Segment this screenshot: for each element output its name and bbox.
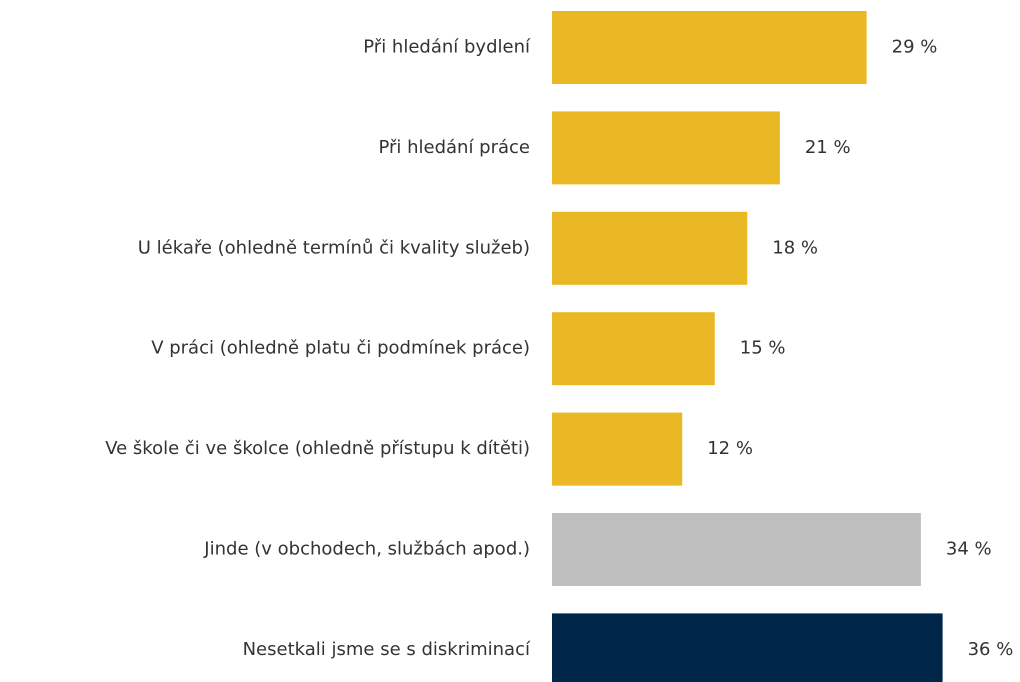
value-label: 12 %	[707, 438, 753, 459]
category-label: Jinde (v obchodech, službách apod.)	[203, 539, 530, 560]
category-label: Při hledání bydlení	[363, 37, 531, 58]
category-label: Nesetkali jsme se s diskriminací	[243, 639, 531, 660]
value-label: 21 %	[805, 137, 851, 158]
value-label: 15 %	[740, 338, 786, 359]
category-label: V práci (ohledně platu či podmínek práce…	[151, 338, 530, 359]
bar	[552, 412, 683, 486]
bar	[552, 312, 715, 386]
value-label: 34 %	[946, 539, 992, 560]
bar	[552, 211, 748, 285]
value-label: 29 %	[892, 37, 938, 58]
value-label: 18 %	[772, 237, 818, 258]
value-label: 36 %	[968, 639, 1014, 660]
bar	[552, 11, 867, 84]
bar	[552, 513, 921, 586]
category-label: U lékaře (ohledně termínů či kvality slu…	[138, 237, 530, 258]
category-label: Ve škole či ve školce (ohledně přístupu …	[105, 438, 530, 459]
bar	[552, 111, 780, 185]
bar	[552, 613, 943, 682]
category-label: Při hledání práce	[378, 137, 530, 158]
